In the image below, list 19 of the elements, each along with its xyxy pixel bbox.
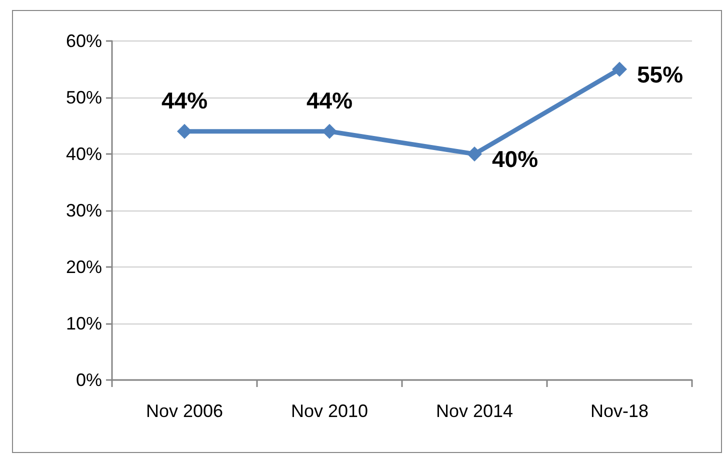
y-tick-label: 60% (66, 31, 102, 51)
y-tick-label: 20% (66, 257, 102, 277)
point (467, 146, 482, 162)
y-tick-label: 10% (66, 314, 102, 334)
data-label: 44% (161, 87, 208, 114)
point (177, 124, 192, 139)
point (322, 124, 337, 139)
y-tick-label: 0% (76, 370, 102, 390)
data-label: 40% (492, 146, 538, 172)
y-tick-label: 40% (66, 144, 102, 164)
x-tick-label: Nov 2014 (436, 401, 514, 421)
data-label: 55% (637, 61, 684, 88)
x-tick-label: Nov-18 (590, 401, 649, 421)
x-tick-label: Nov 2010 (290, 401, 368, 421)
y-tick-label: 50% (66, 88, 102, 108)
data-label: 44% (306, 87, 353, 114)
point (612, 62, 627, 77)
y-tick-label: 30% (66, 200, 102, 220)
x-tick-label: Nov 2006 (146, 401, 224, 421)
